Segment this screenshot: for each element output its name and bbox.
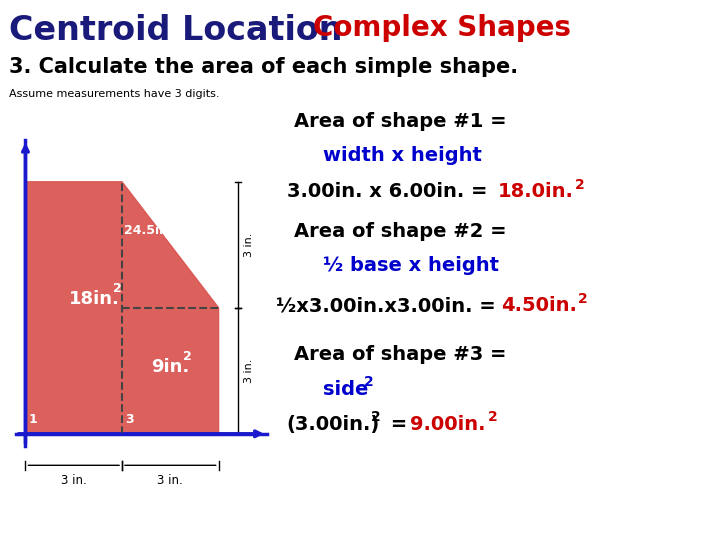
Text: Area of shape #3 =: Area of shape #3 = — [294, 345, 506, 364]
Text: 2: 2 — [183, 349, 192, 362]
Text: 3 in.: 3 in. — [244, 233, 254, 257]
Text: 2: 2 — [575, 178, 585, 192]
Text: 18in.: 18in. — [69, 291, 120, 308]
Text: 1: 1 — [29, 413, 37, 426]
Text: =: = — [384, 415, 414, 434]
Text: 3 in.: 3 in. — [158, 474, 183, 487]
Text: width x height: width x height — [323, 146, 482, 165]
Text: Centroid Location: Centroid Location — [9, 14, 354, 46]
Text: 4.50in.: 4.50in. — [501, 296, 577, 315]
Text: Area of shape #1 =: Area of shape #1 = — [294, 112, 506, 131]
Text: 18.0in.: 18.0in. — [498, 182, 573, 201]
Text: 3. Calculate the area of each simple shape.: 3. Calculate the area of each simple sha… — [9, 57, 518, 77]
Text: 2: 2 — [113, 282, 122, 295]
Text: ½x3.00in.x3.00in. =: ½x3.00in.x3.00in. = — [276, 296, 503, 315]
Text: 9in.: 9in. — [151, 357, 189, 376]
Text: 3 in.: 3 in. — [61, 474, 86, 487]
Text: side: side — [323, 380, 368, 399]
Text: 2: 2 — [364, 375, 374, 389]
Text: 3: 3 — [125, 413, 134, 426]
Text: Assume measurements have 3 digits.: Assume measurements have 3 digits. — [9, 89, 220, 99]
Text: Complex Shapes: Complex Shapes — [313, 14, 571, 42]
Text: 2: 2 — [371, 410, 381, 424]
Text: 2: 2 — [578, 292, 588, 306]
Text: 2: 2 — [168, 215, 174, 225]
Text: Area of shape #2 =: Area of shape #2 = — [294, 222, 506, 241]
Text: 2: 2 — [488, 410, 498, 424]
Text: 3.00in. x 6.00in. =: 3.00in. x 6.00in. = — [287, 182, 494, 201]
Text: 3 in.: 3 in. — [244, 359, 254, 383]
Text: ½ base x height: ½ base x height — [323, 256, 498, 275]
Text: 24.5in.: 24.5in. — [124, 224, 172, 237]
Text: 9.00in.: 9.00in. — [410, 415, 486, 434]
Text: (3.00in.): (3.00in.) — [287, 415, 380, 434]
Polygon shape — [25, 182, 219, 434]
